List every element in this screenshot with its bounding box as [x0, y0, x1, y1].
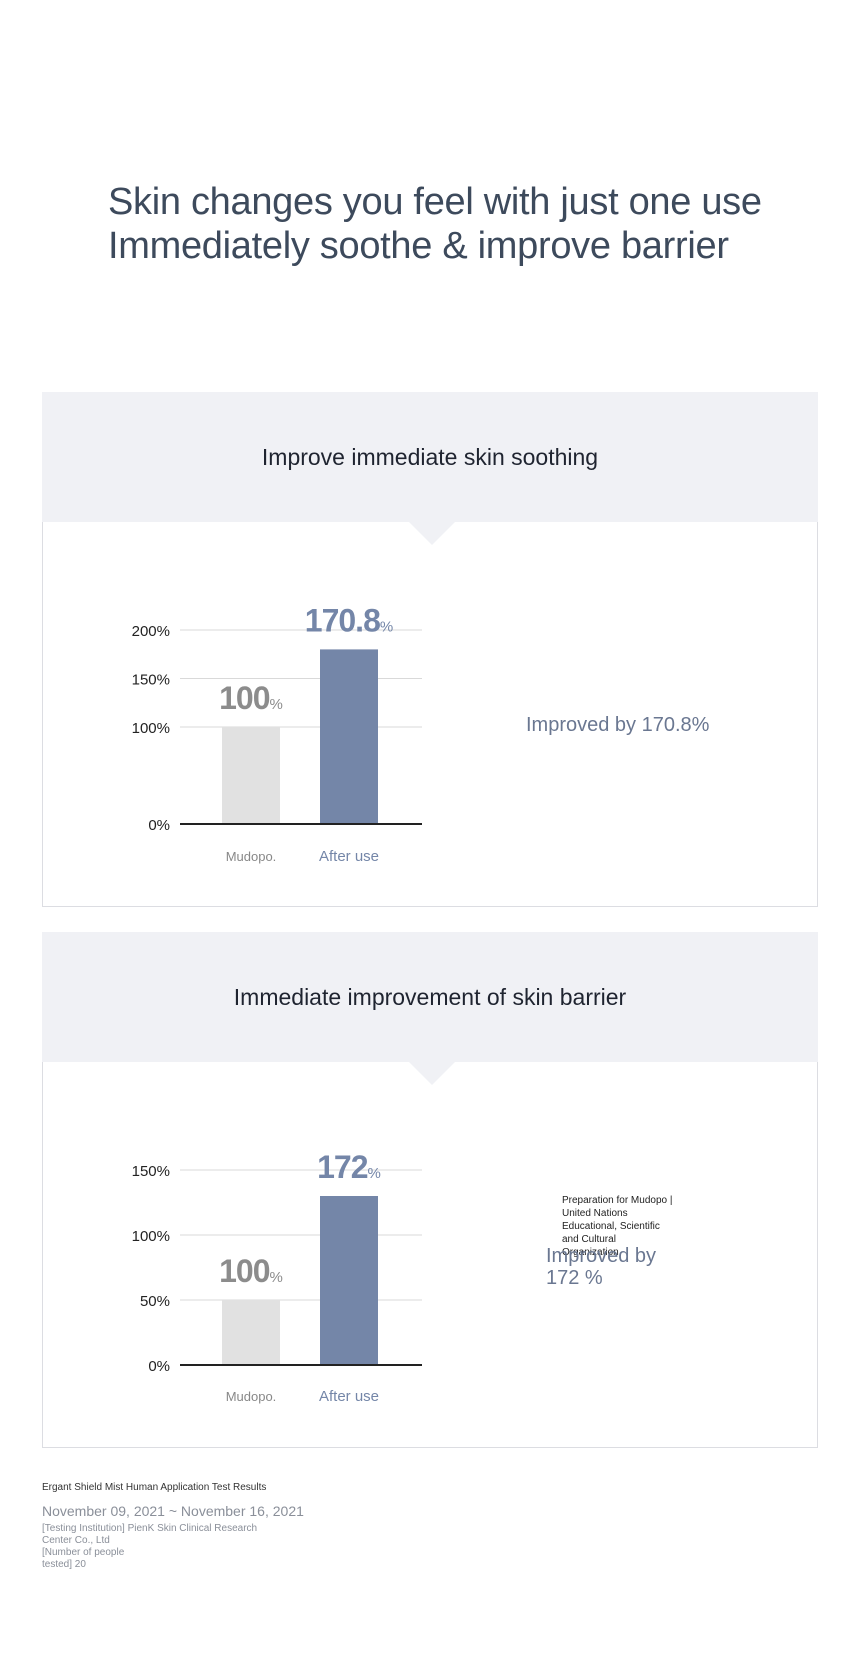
- panel-title: Improve immediate skin soothing: [261, 444, 599, 470]
- soothing-bar-chart: 0% 100% 150% 200% 100% Mudopo. 170.8% After use: [132, 602, 422, 865]
- y-tick-label: 150%: [132, 672, 170, 689]
- panel-notch: [408, 1061, 456, 1085]
- bar-data-label: 100%: [219, 1253, 283, 1289]
- bar-data-label: 170.8%: [305, 602, 393, 638]
- y-tick-label: 150%: [132, 1163, 170, 1180]
- test-info-footer: Ergant Shield Mist Human Application Tes…: [42, 1482, 362, 1571]
- panel-header: Immediate improvement of skin barrier: [42, 932, 818, 1062]
- bar-after: [320, 649, 378, 823]
- panel-header: Improve immediate skin soothing: [42, 392, 818, 522]
- headline: Skin changes you feel with just one use …: [108, 180, 808, 268]
- test-people-count: [Number of people tested] 20: [42, 1547, 125, 1570]
- result-text: Improved by 172 %: [546, 1245, 657, 1289]
- panel-title: Immediate improvement of skin barrier: [233, 984, 627, 1010]
- data-label-value: 100: [219, 1253, 270, 1289]
- bar-data-label: 172%: [317, 1149, 381, 1185]
- barrier-bar-chart: 0% 50% 100% 150% 100% Mudopo. 172% After use: [132, 1149, 422, 1405]
- panel-notch: [408, 521, 456, 545]
- data-label-value: 172: [317, 1149, 368, 1185]
- data-label-unit: %: [270, 1269, 283, 1286]
- y-tick-label: 50%: [140, 1293, 170, 1310]
- data-label-unit: %: [380, 618, 393, 635]
- test-period: November 09, 2021 ~ November 16, 2021: [42, 1503, 304, 1519]
- y-tick-label: 0%: [148, 1358, 170, 1375]
- barrier-panel: Immediate improvement of skin barrier 0%…: [42, 932, 818, 1448]
- x-category-label: Mudopo.: [226, 1389, 277, 1404]
- data-label-unit: %: [270, 696, 283, 713]
- preparation-note: Preparation for Mudopo | United Nations …: [562, 1195, 673, 1258]
- data-label-unit: %: [368, 1165, 381, 1182]
- data-label-value: 170.8: [305, 602, 380, 638]
- panel-body: [42, 522, 818, 907]
- bar-after: [320, 1196, 378, 1364]
- x-category-label: After use: [319, 848, 379, 865]
- bar-before: [222, 727, 280, 823]
- headline-line-1: Skin changes you feel with just one use: [108, 181, 762, 223]
- test-title: Ergant Shield Mist Human Application Tes…: [42, 1482, 267, 1493]
- x-category-label: After use: [319, 1388, 379, 1405]
- test-institution: [Testing Institution] PienK Skin Clinica…: [42, 1523, 258, 1546]
- headline-line-2: Immediately soothe & improve barrier: [108, 225, 729, 267]
- panel-body: [42, 1062, 818, 1448]
- bar-before: [222, 1300, 280, 1364]
- x-category-label: Mudopo.: [226, 849, 277, 864]
- y-tick-label: 200%: [132, 623, 170, 640]
- y-tick-label: 100%: [132, 1228, 170, 1245]
- data-label-value: 100: [219, 680, 270, 716]
- y-tick-label: 100%: [132, 720, 170, 737]
- result-text: Improved by 170.8%: [526, 714, 710, 736]
- soothing-panel: Improve immediate skin soothing 0% 100% 15…: [42, 392, 818, 907]
- bar-data-label: 100%: [219, 680, 283, 716]
- y-tick-label: 0%: [148, 817, 170, 834]
